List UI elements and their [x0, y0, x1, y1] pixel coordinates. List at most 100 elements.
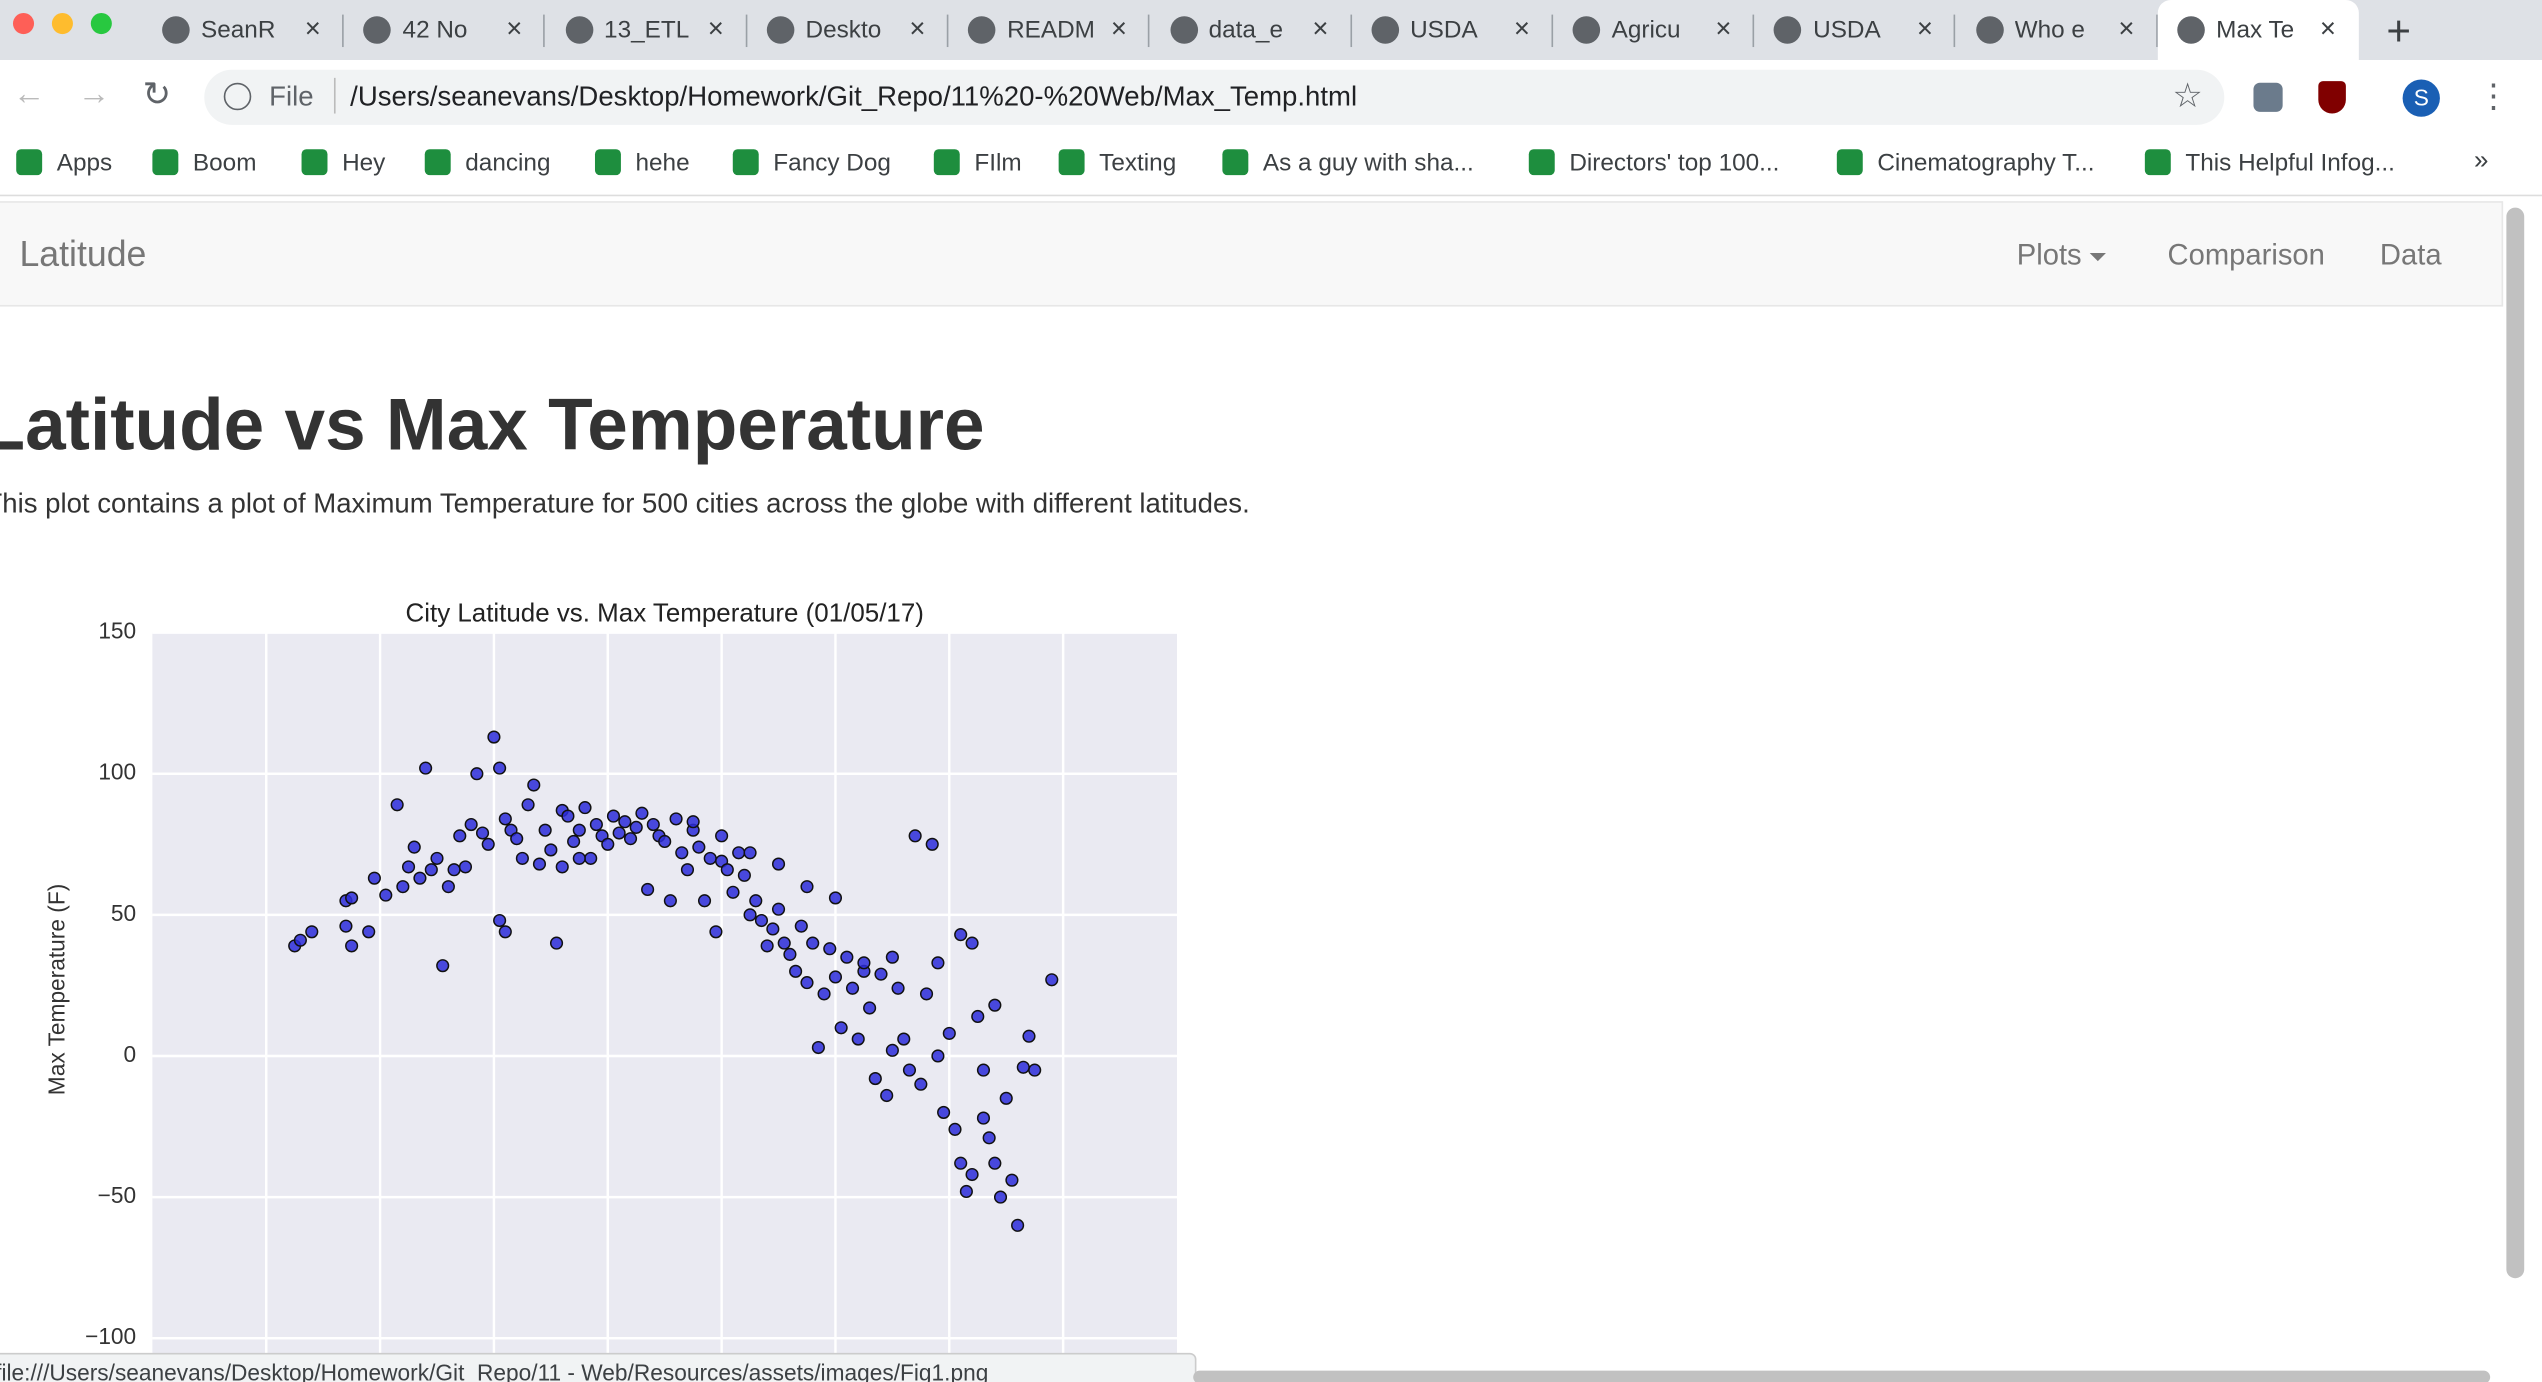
scatter-point [584, 851, 598, 865]
tab-icon [1572, 16, 1601, 44]
nav-link[interactable]: Data [2379, 238, 2442, 271]
scatter-point [709, 925, 723, 939]
tab[interactable]: data_e × [1150, 0, 1352, 60]
bookmark[interactable]: dancing [424, 149, 550, 177]
tab-separator [1752, 14, 1755, 48]
tab-close[interactable]: × [909, 12, 926, 44]
scatter-point [874, 967, 888, 981]
url-text: /Users/seanevans/Desktop/Homework/Git_Re… [350, 81, 1358, 112]
tab-close[interactable]: × [2118, 12, 2135, 44]
more-bookmarks[interactable]: » [2473, 147, 2489, 176]
navbar-brand[interactable]: Latitude [19, 233, 147, 275]
reload-button[interactable]: ↻ [142, 76, 172, 114]
tab-separator [342, 14, 344, 48]
bookmark[interactable]: Texting [1058, 149, 1176, 177]
tab-close[interactable]: × [2319, 12, 2337, 44]
bookmark[interactable]: Hey [301, 149, 385, 177]
ublock-icon[interactable] [2318, 81, 2346, 114]
bookmark[interactable]: Fancy Dog [732, 149, 891, 177]
scatter-point [498, 925, 512, 939]
scatter-point [441, 880, 455, 894]
scatter-point [760, 939, 774, 953]
bookmark-label: As a guy with sha... [1262, 149, 1474, 177]
scatter-point [982, 1131, 996, 1145]
tab-close[interactable]: × [1916, 12, 1934, 44]
bookmark[interactable]: Directors' top 100... [1528, 149, 1780, 177]
tab-close[interactable]: × [707, 12, 724, 44]
tab-close[interactable]: × [506, 12, 523, 44]
menu-button[interactable]: ⋮ [2477, 79, 2510, 116]
nav-link[interactable]: Comparison [2167, 238, 2325, 271]
tab-close[interactable]: × [1110, 12, 1127, 44]
tab-separator [1148, 14, 1150, 48]
vertical-scrollbar[interactable] [2506, 207, 2525, 1279]
scatter-point [754, 913, 769, 928]
bookmark-label: Directors' top 100... [1569, 149, 1780, 177]
tab-icon [1371, 16, 1399, 44]
tab[interactable]: Who e × [1956, 0, 2158, 60]
scatter-point [658, 834, 672, 849]
extension-icon[interactable] [2253, 82, 2283, 112]
bookmark-label: Apps [56, 149, 113, 177]
minimize-window[interactable] [51, 12, 73, 35]
scatter-point [948, 1122, 962, 1136]
bookmark[interactable]: hehe [594, 149, 690, 177]
tab-close[interactable]: × [1312, 12, 1329, 44]
back-button[interactable]: ← [12, 76, 46, 112]
tab[interactable]: USDA × [1352, 0, 1553, 60]
bookmark[interactable]: Boom [152, 149, 256, 177]
tab[interactable]: Agricu × [1553, 0, 1755, 60]
scatter-point [481, 837, 495, 851]
dropdown-caret [2089, 253, 2106, 269]
maximize-window[interactable] [90, 12, 112, 35]
bookmark[interactable]: Apps [16, 149, 112, 177]
tab[interactable]: SeanR × [143, 0, 344, 60]
bookmark[interactable]: FIlm [933, 149, 1022, 177]
status-bar: file:///Users/seanevans/Desktop/Homework… [0, 1352, 1197, 1382]
forward-button[interactable]: → [77, 76, 111, 112]
tab-close[interactable]: × [1715, 12, 1732, 44]
horizontal-scrollbar[interactable] [1193, 1370, 2491, 1382]
tab[interactable]: Max Te × [2157, 0, 2359, 61]
plot-area [152, 632, 1177, 1382]
tab[interactable]: 42 No × [344, 0, 546, 60]
tab[interactable]: Deskto × [747, 0, 949, 60]
scatter-point [823, 942, 837, 956]
scatter-point [293, 933, 307, 947]
y-tick-label: −50 [98, 1182, 136, 1208]
bookmark-star[interactable]: ☆ [2172, 77, 2203, 116]
info-icon[interactable] [223, 82, 252, 111]
tab[interactable]: USDA × [1755, 0, 1956, 60]
scatter-point [931, 1049, 945, 1063]
y-tick-label: 100 [98, 759, 136, 785]
bookmark[interactable]: As a guy with sha... [1222, 149, 1474, 177]
scatter-point [771, 902, 786, 916]
y-tick-label: 150 [98, 618, 136, 644]
status-url: file:///Users/seanevans/Desktop/Homework… [0, 1359, 989, 1382]
bookmark[interactable]: Cinematography T... [1836, 149, 2095, 177]
tab-icon [162, 16, 190, 44]
profile-avatar[interactable]: S [2402, 79, 2440, 117]
tab-close[interactable]: × [1513, 12, 1530, 44]
url-prefix: File [269, 81, 314, 112]
scatter-point [868, 1071, 882, 1086]
tab-icon [766, 16, 795, 44]
scatter-point [863, 1001, 877, 1015]
bookmark[interactable]: This Helpful Infog... [2144, 149, 2395, 177]
scatter-point [578, 801, 592, 815]
y-axis-label: Max Temperature (F) [43, 884, 69, 1095]
close-window[interactable] [12, 12, 35, 35]
scatter-point [897, 1032, 911, 1046]
scatter-point [976, 1111, 991, 1125]
scatter-point [680, 863, 695, 877]
tab-title: Max Te [2216, 16, 2295, 44]
tab[interactable]: READM × [949, 0, 1150, 60]
scatter-point [988, 998, 1002, 1012]
scatter-point [720, 863, 734, 877]
address-bar[interactable]: File /Users/seanevans/Desktop/Homework/G… [204, 69, 2225, 125]
scatter-point [567, 834, 581, 849]
tab[interactable]: 13_ETL × [546, 0, 747, 60]
new-tab[interactable]: + [2386, 6, 2412, 56]
nav-link[interactable]: Plots [2016, 238, 2082, 271]
tab-close[interactable]: × [304, 12, 321, 44]
